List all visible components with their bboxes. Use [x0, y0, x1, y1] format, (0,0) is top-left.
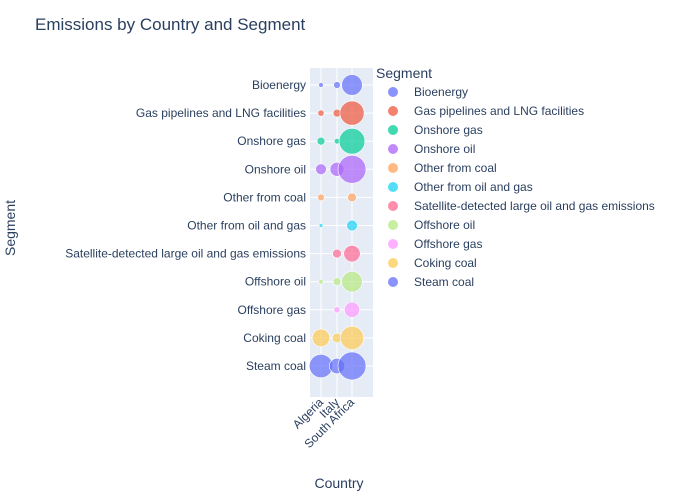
legend-marker-onshore-gas [388, 125, 398, 135]
y-tick-gas-pipelines-and-lng-facilities: Gas pipelines and LNG facilities [136, 106, 306, 120]
legend-label-onshore-oil: Onshore oil [414, 142, 475, 156]
marker-other-from-oil-and-gas-south-africa [346, 219, 358, 232]
y-tick-other-from-oil-and-gas: Other from oil and gas [187, 219, 306, 233]
marker-coking-coal-south-africa [339, 325, 365, 350]
y-tick-offshore-oil: Offshore oil [245, 275, 306, 289]
legend-label-steam-coal: Steam coal [414, 275, 474, 289]
y-tick-satellite-detected-large-oil-and-gas-emissions: Satellite-detected large oil and gas emi… [65, 247, 306, 261]
legend-label-bioenergy: Bioenergy [414, 85, 468, 99]
y-tick-onshore-gas: Onshore gas [237, 134, 306, 148]
legend-label-satellite-detected-large-oil-and-gas-emissions: Satellite-detected large oil and gas emi… [414, 199, 655, 213]
legend: Bioenergy Gas pipelines and LNG facilitie… [388, 85, 655, 289]
legend-label-offshore-gas: Offshore gas [414, 237, 482, 251]
legend-marker-steam-coal [388, 277, 398, 287]
marker-bioenergy-italy [333, 81, 341, 89]
marker-gas-pipelines-and-lng-facilities-algeria [317, 109, 325, 117]
marker-other-from-oil-and-gas-algeria [318, 223, 324, 228]
marker-bioenergy-south-africa [341, 74, 363, 96]
legend-marker-offshore-gas [388, 239, 398, 249]
marker-bioenergy-algeria [318, 82, 324, 88]
marker-gas-pipelines-and-lng-facilities-south-africa [339, 100, 365, 126]
marker-onshore-gas-south-africa [338, 127, 366, 155]
marker-steam-coal-south-africa [337, 351, 367, 381]
data-markers [308, 74, 367, 381]
legend-label-other-from-oil-and-gas: Other from oil and gas [414, 180, 533, 194]
marker-satellite-detected-large-oil-and-gas-emissions-italy [332, 248, 342, 259]
marker-onshore-oil-algeria [315, 163, 327, 176]
marker-onshore-oil-south-africa [337, 155, 367, 184]
y-tick-steam-coal: Steam coal [246, 359, 306, 373]
legend-marker-onshore-oil [388, 144, 398, 154]
marker-coking-coal-algeria [311, 328, 331, 348]
legend-label-offshore-oil: Offshore oil [414, 218, 475, 232]
legend-title: Segment [376, 65, 432, 81]
marker-onshore-gas-algeria [316, 136, 326, 146]
marker-offshore-oil-algeria [318, 278, 324, 285]
y-tick-other-from-coal: Other from coal [223, 190, 306, 204]
chart-title: Emissions by Country and Segment [35, 15, 306, 34]
x-axis-title: Country [314, 475, 363, 491]
legend-marker-offshore-oil [388, 220, 398, 230]
y-tick-onshore-oil: Onshore oil [245, 162, 306, 176]
legend-marker-other-from-coal [388, 163, 398, 173]
marker-offshore-oil-italy [332, 277, 342, 286]
marker-other-from-coal-algeria [317, 193, 325, 202]
y-axis-title: Segment [2, 200, 18, 256]
legend-label-onshore-gas: Onshore gas [414, 123, 483, 137]
y-tick-offshore-gas: Offshore gas [238, 303, 306, 317]
legend-marker-satellite-detected-large-oil-and-gas-emissions [388, 201, 398, 211]
marker-offshore-gas-italy [333, 306, 341, 314]
y-tick-coking-coal: Coking coal [243, 331, 306, 345]
marker-other-from-coal-south-africa [347, 192, 357, 203]
marker-satellite-detected-large-oil-and-gas-emissions-south-africa [343, 245, 361, 263]
legend-label-other-from-coal: Other from coal [414, 161, 497, 175]
y-axis-ticks: Bioenergy Gas pipelines and LNG facilitie… [65, 78, 306, 373]
marker-offshore-gas-south-africa [344, 301, 360, 318]
legend-marker-other-from-oil-and-gas [388, 182, 398, 192]
y-tick-bioenergy: Bioenergy [252, 78, 306, 92]
legend-marker-coking-coal [388, 258, 398, 268]
legend-label-gas-pipelines-and-lng-facilities: Gas pipelines and LNG facilities [414, 104, 584, 118]
legend-marker-bioenergy [388, 87, 398, 97]
marker-offshore-oil-south-africa [341, 271, 363, 293]
legend-label-coking-coal: Coking coal [414, 256, 477, 270]
legend-marker-gas-pipelines-and-lng-facilities [388, 106, 398, 116]
